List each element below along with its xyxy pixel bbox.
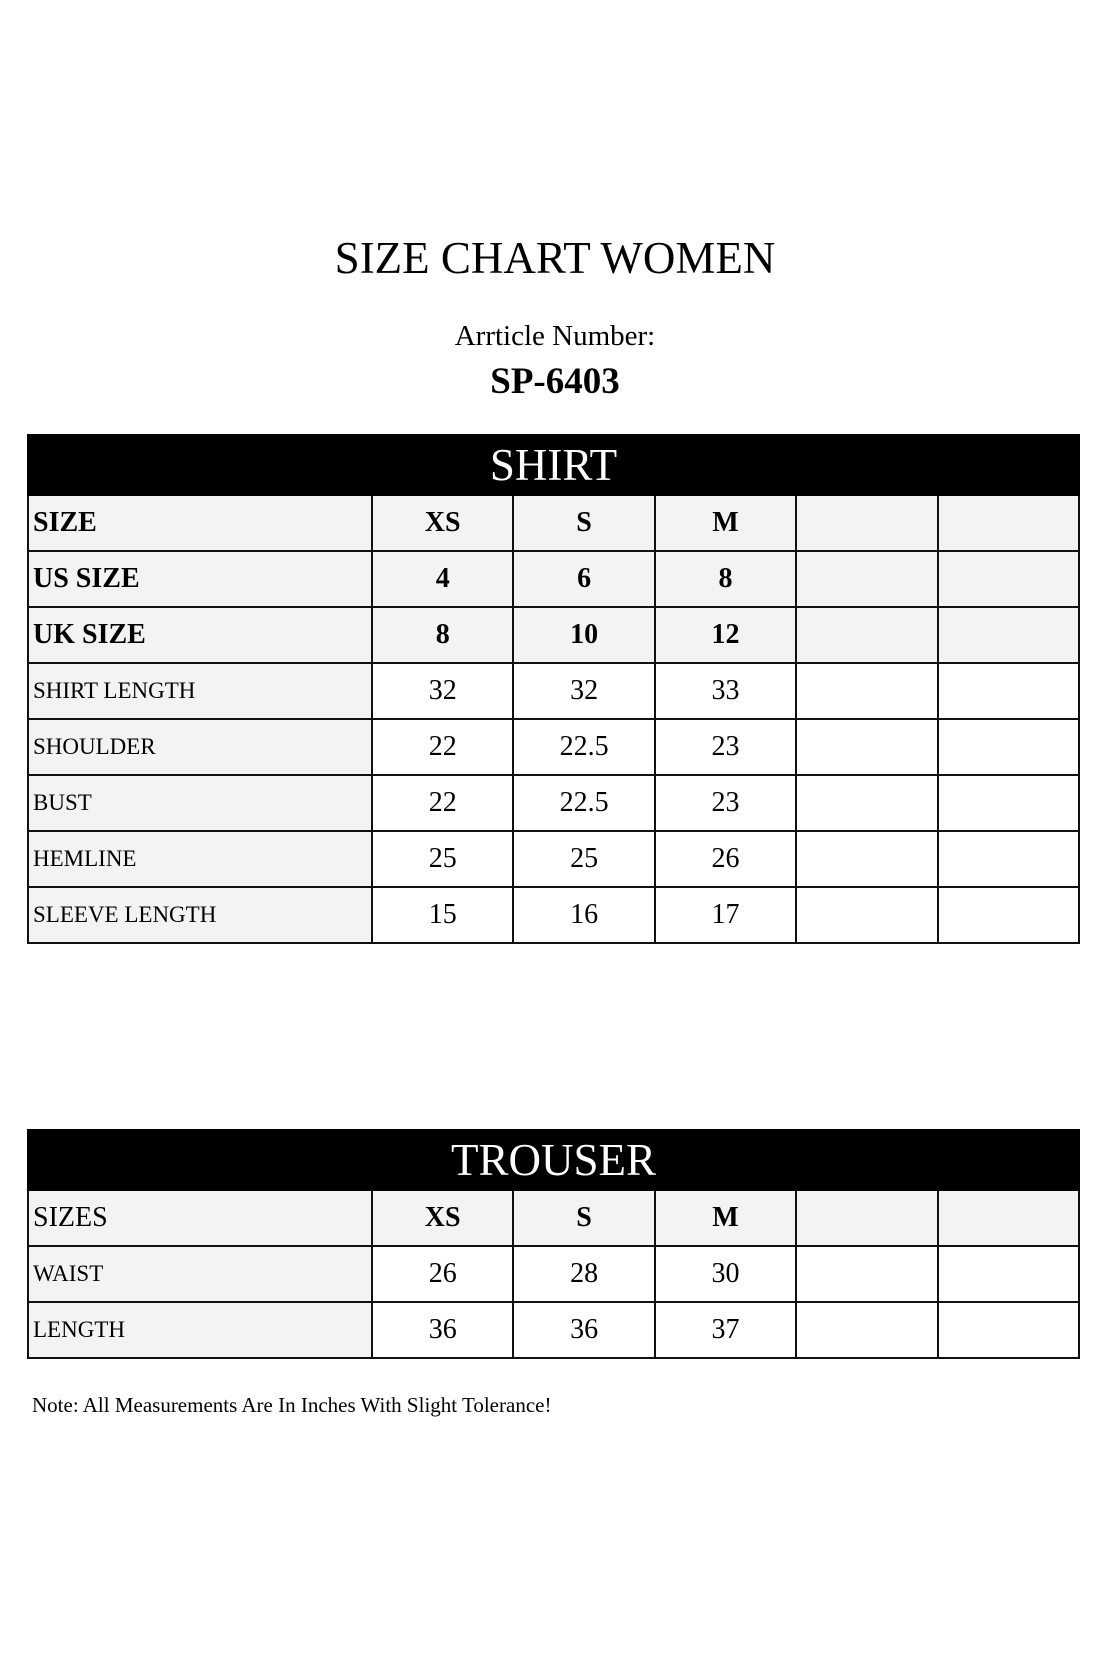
table-cell: 25 (512, 830, 656, 888)
table-cell: 30 (653, 1245, 798, 1303)
row-label: LENGTH (27, 1301, 373, 1359)
table-cell (795, 774, 939, 832)
table-cell: 22.5 (512, 718, 656, 776)
article-number: SP-6403 (490, 361, 620, 402)
table-cell (795, 1245, 939, 1303)
table-cell (795, 662, 939, 720)
table-cell: 22 (370, 774, 515, 832)
table-row: BUST 22 22.5 23 (27, 774, 1081, 832)
table-cell (795, 1189, 939, 1247)
table-row: SHIRT LENGTH 32 32 33 (27, 662, 1081, 720)
table-cell (795, 1301, 939, 1359)
table-cell: 8 (370, 606, 515, 664)
table-cell: 16 (512, 886, 656, 944)
table-cell: 15 (370, 886, 515, 944)
table-cell: 22.5 (512, 774, 656, 832)
table-row: US SIZE 4 6 8 (27, 550, 1081, 608)
table-cell (936, 886, 1081, 944)
table-cell: 6 (512, 550, 656, 608)
table-cell (936, 830, 1081, 888)
page-title: SIZE CHART WOMEN (334, 233, 776, 283)
table-cell: 17 (653, 886, 798, 944)
table-cell: 4 (370, 550, 515, 608)
row-label: SHIRT LENGTH (27, 662, 373, 720)
table-cell: S (512, 1189, 656, 1247)
table-cell: 33 (653, 662, 798, 720)
table-cell (795, 830, 939, 888)
table-cell: 32 (370, 662, 515, 720)
trouser-heading: TROUSER (27, 1129, 1080, 1191)
table-cell: 10 (512, 606, 656, 664)
shirt-size-table: SHIRT SIZE XS S M US SIZE 4 6 8 UK SIZE 8 10 12 SHIR… (27, 434, 1081, 944)
trouser-size-table: TROUSER SIZES XS S M WAIST 26 28 30 LENGTH 36 36 37 (27, 1129, 1081, 1359)
table-cell (936, 774, 1081, 832)
table-cell (936, 550, 1081, 608)
row-label: WAIST (27, 1245, 373, 1303)
table-cell: XS (370, 494, 515, 552)
table-cell: 23 (653, 718, 798, 776)
shirt-heading: SHIRT (27, 434, 1080, 496)
table-cell (936, 494, 1081, 552)
table-cell: 26 (370, 1245, 515, 1303)
row-label: BUST (27, 774, 373, 832)
table-cell: 12 (653, 606, 798, 664)
table-row: SIZES XS S M (27, 1189, 1081, 1247)
table-cell: 22 (370, 718, 515, 776)
table-cell (795, 606, 939, 664)
table-cell (795, 494, 939, 552)
table-row: LENGTH 36 36 37 (27, 1301, 1081, 1359)
table-cell (936, 606, 1081, 664)
table-cell: M (653, 1189, 798, 1247)
row-label: SHOULDER (27, 718, 373, 776)
table-cell: 36 (512, 1301, 656, 1359)
table-cell: 32 (512, 662, 656, 720)
table-cell (795, 718, 939, 776)
measurement-note: Note: All Measurements Are In Inches Wit… (32, 1393, 552, 1417)
table-row: SLEEVE LENGTH 15 16 17 (27, 886, 1081, 944)
table-cell (936, 718, 1081, 776)
table-cell: 8 (653, 550, 798, 608)
table-cell: 37 (653, 1301, 798, 1359)
table-cell: M (653, 494, 798, 552)
table-cell: S (512, 494, 656, 552)
row-label: HEMLINE (27, 830, 373, 888)
table-row: WAIST 26 28 30 (27, 1245, 1081, 1303)
table-cell: 25 (370, 830, 515, 888)
table-row: UK SIZE 8 10 12 (27, 606, 1081, 664)
table-cell (795, 550, 939, 608)
row-label: US SIZE (27, 550, 373, 608)
table-cell (936, 662, 1081, 720)
table-cell (936, 1301, 1081, 1359)
table-cell (795, 886, 939, 944)
table-row: HEMLINE 25 25 26 (27, 830, 1081, 888)
article-label: Arrticle Number: (454, 320, 656, 352)
row-label: SIZES (27, 1189, 373, 1247)
row-label: UK SIZE (27, 606, 373, 664)
table-row: SIZE XS S M (27, 494, 1081, 552)
table-cell: 36 (370, 1301, 515, 1359)
table-cell (936, 1245, 1081, 1303)
table-cell: XS (370, 1189, 515, 1247)
table-cell: 23 (653, 774, 798, 832)
table-cell: 28 (512, 1245, 656, 1303)
row-label: SIZE (27, 494, 373, 552)
table-cell (936, 1189, 1081, 1247)
row-label: SLEEVE LENGTH (27, 886, 373, 944)
table-cell: 26 (653, 830, 798, 888)
table-row: SHOULDER 22 22.5 23 (27, 718, 1081, 776)
